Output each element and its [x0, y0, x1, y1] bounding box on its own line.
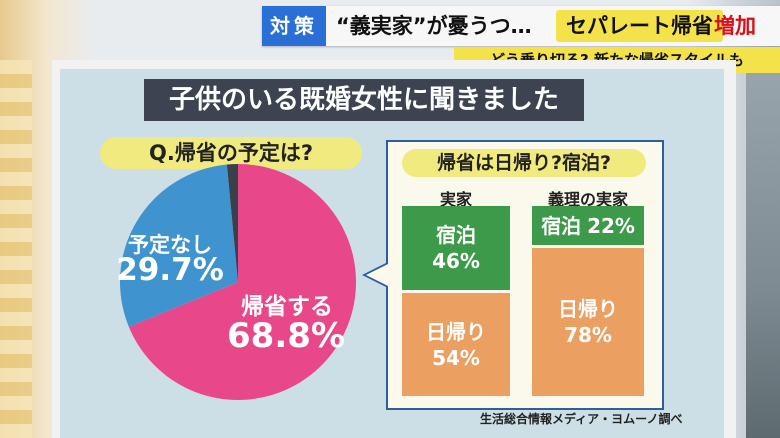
bar-label: 日帰り [558, 297, 618, 321]
bar-value: 54% [432, 345, 480, 370]
studio-left-decor [0, 60, 32, 438]
bar-label: 宿泊 [541, 213, 582, 238]
pie-slice-other [226, 164, 238, 282]
headline-bar: 対策 “義実家”が憂うつ… セパレート帰省 増加 [262, 6, 780, 46]
bar-label: 宿泊 [436, 223, 476, 247]
board-title: 子供のいる既婚女性に聞きました [144, 79, 584, 121]
bar-value: 46% [432, 249, 480, 273]
callout-arrow-fill [366, 264, 388, 286]
comparison-title: 帰省は日帰り?宿泊? [402, 149, 646, 177]
bar-own-parents-day-trip: 日帰り 54% [402, 293, 510, 396]
bar-in-laws-day-trip: 日帰り 78% [532, 248, 644, 396]
pie-value-homecoming: 68.8% [227, 316, 345, 356]
bar-value: 22% [587, 213, 635, 238]
bar-own-parents-overnight: 宿泊 46% [402, 206, 510, 290]
pie-label-no-plan: 予定なし [128, 233, 212, 257]
bar-label: 日帰り [426, 319, 486, 344]
pie-slice-homecoming [128, 164, 357, 400]
pie-slice-no-plan [120, 164, 238, 327]
pie-label-homecoming: 帰省する [241, 294, 333, 320]
bar-value: 78% [564, 323, 612, 347]
source-note: 生活総合情報メディア・ヨムーノ調べ [480, 412, 683, 426]
headline-highlight: セパレート帰省 [556, 10, 723, 42]
question-label: Q.帰省の予定は? [100, 137, 362, 169]
studio-right-decor [746, 60, 780, 438]
column-head-own-parents: 実家 [439, 190, 472, 209]
headline-main: “義実家”が憂うつ… [336, 14, 532, 38]
topic-tag: 対策 [262, 6, 326, 46]
headline-emphasis: 増加 [714, 14, 756, 38]
pie-value-no-plan: 29.7% [116, 252, 224, 288]
bar-in-laws-overnight: 宿泊 22% [532, 206, 644, 245]
column-head-in-laws: 義理の実家 [547, 190, 628, 209]
